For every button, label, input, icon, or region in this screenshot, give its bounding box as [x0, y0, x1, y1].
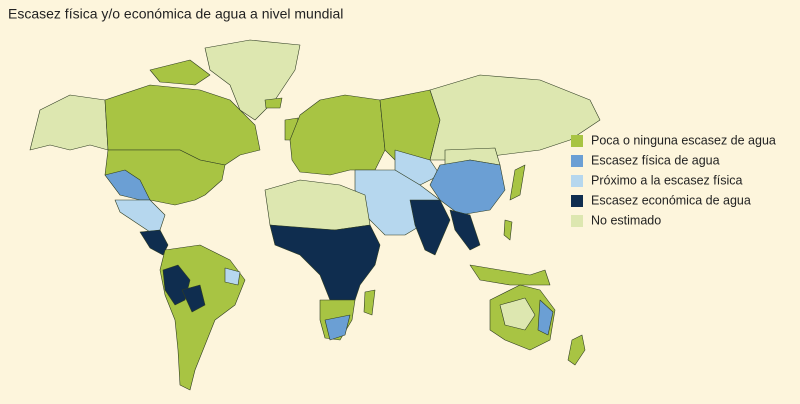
legend: Poca o ninguna escasez de agua Escasez fí… — [571, 133, 776, 227]
russia-east — [429, 74, 601, 161]
legend-label: No estimado — [591, 213, 661, 227]
china — [429, 159, 506, 216]
map-title: Escasez física y/o económica de agua a n… — [8, 6, 343, 22]
alaska — [29, 94, 109, 151]
europe — [289, 94, 386, 176]
philippines — [503, 219, 513, 241]
arctic-islands — [149, 59, 211, 86]
india — [409, 199, 451, 256]
new-zealand — [567, 334, 586, 366]
legend-swatch — [571, 155, 583, 167]
bolivia — [181, 284, 206, 313]
world-map — [29, 39, 601, 391]
legend-label: Próximo a la escasez física — [591, 173, 742, 187]
indonesia — [469, 264, 551, 286]
southeast-asia — [449, 209, 481, 251]
legend-label: Poca o ninguna escasez de agua — [591, 133, 776, 147]
legend-swatch — [571, 195, 583, 207]
legend-swatch — [571, 135, 583, 147]
madagascar — [363, 289, 376, 316]
russia-west — [379, 89, 441, 166]
legend-label: Escasez física de agua — [591, 153, 720, 167]
south-africa — [324, 314, 351, 341]
peru — [162, 264, 191, 306]
australia-interior — [499, 297, 536, 331]
brazil-east — [224, 267, 241, 286]
greenland — [204, 39, 301, 121]
australia-east — [537, 299, 554, 336]
legend-label: Escasez económica de agua — [591, 193, 751, 207]
sub-saharan-africa — [269, 224, 381, 301]
legend-swatch — [571, 175, 583, 187]
japan — [509, 164, 526, 201]
legend-swatch — [571, 215, 583, 227]
iceland — [264, 97, 283, 109]
